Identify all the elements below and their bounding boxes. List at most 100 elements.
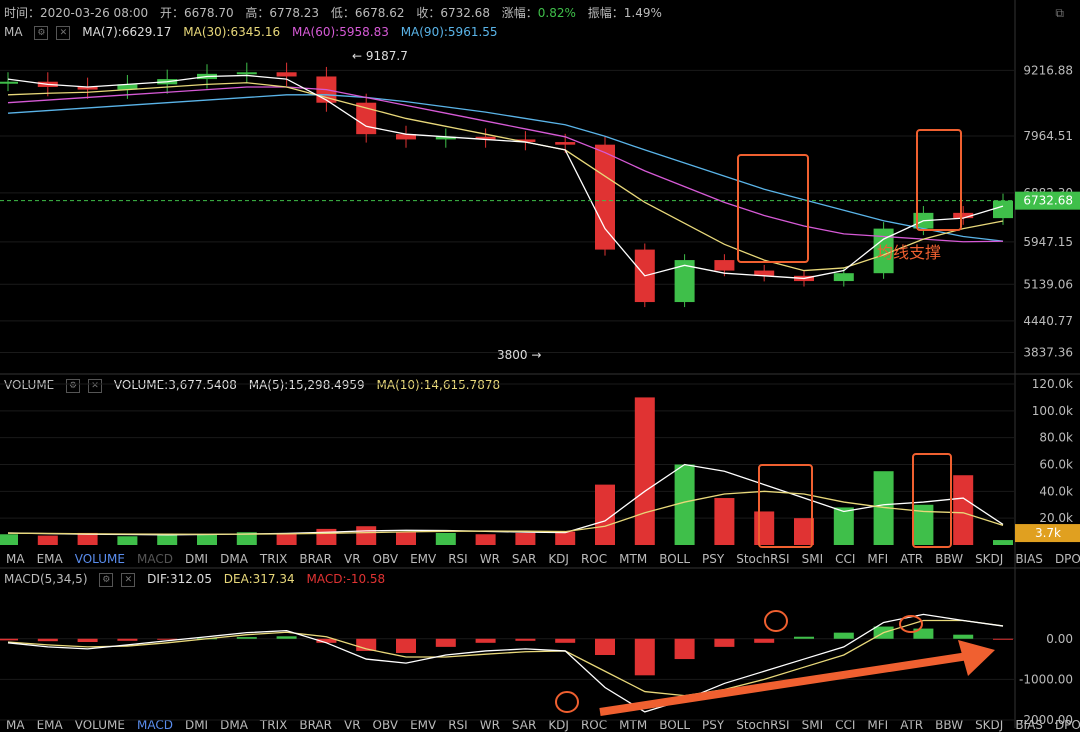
tab-dpo[interactable]: DPO (1054, 552, 1080, 566)
price-badge (1015, 191, 1080, 210)
ma7-line (7, 74, 1004, 280)
candle-body (993, 200, 1013, 219)
support-annotation: 均线支撑 (877, 243, 941, 262)
close-icon[interactable]: ✕ (88, 378, 103, 393)
macd-histogram-bar (913, 628, 934, 639)
tab-brar[interactable]: BRAR (299, 552, 332, 566)
tab-wr[interactable]: WR (479, 552, 500, 566)
high-label: 高：6778.23 (245, 6, 320, 20)
highlight-circle (555, 691, 579, 713)
tab-bbw[interactable]: BBW (935, 552, 964, 566)
candle-body (873, 228, 894, 274)
volume-bar (356, 526, 377, 545)
volume-bar (435, 532, 456, 545)
dea-line (7, 619, 1004, 697)
volume-bar (953, 475, 974, 545)
volume-bar (595, 484, 615, 545)
tab-bias[interactable]: BIAS (1015, 552, 1043, 566)
volume-bar (157, 534, 178, 545)
macd-histogram-bar (396, 638, 416, 653)
volume-bar (276, 533, 297, 545)
candle-body (515, 139, 536, 143)
macd-histogram-bar (833, 632, 854, 639)
settings-icon[interactable]: ⚙ (34, 25, 49, 40)
indicator-tabs-top: MA EMA VOLUME MACD DMI DMA TRIX BRAR VR OBV EMV RSI… (0, 552, 1080, 566)
tab-rsi[interactable]: RSI (448, 552, 468, 566)
volume-badge (1015, 524, 1080, 543)
y-tick-label: 0.00 (1046, 632, 1073, 646)
tab-smi[interactable]: SMI (801, 552, 824, 566)
tab-mfi[interactable]: MFI (867, 552, 889, 566)
tab-kdj[interactable]: KDJ (548, 552, 569, 566)
y-tick-label: 20.0k (1039, 511, 1073, 525)
ma-indicator-name: MA (4, 25, 23, 39)
candle-body (833, 273, 854, 282)
volume-bar (714, 498, 735, 545)
volume-badge-text: 3.7k (1035, 526, 1061, 540)
volume-bar (77, 532, 98, 545)
settings-icon[interactable]: ⚙ (99, 572, 114, 587)
highlight-box (758, 464, 813, 548)
change-label: 涨幅：0.82% (501, 6, 576, 20)
y-tick-label: 9216.88 (1023, 63, 1073, 77)
candle-body (595, 144, 615, 250)
tab-ma[interactable]: MA (6, 552, 25, 566)
macd-histogram-bar (475, 638, 496, 643)
y-tick-label: 5947.15 (1023, 235, 1073, 249)
tab-obv[interactable]: OBV (372, 552, 399, 566)
macd-histogram-bar (634, 638, 655, 676)
close-icon[interactable]: ✕ (121, 572, 136, 587)
candle-body (276, 72, 297, 77)
macd-histogram-bar (953, 634, 974, 639)
volume-bar (873, 471, 894, 545)
volume-bar (833, 507, 854, 545)
volume-ma10-line (7, 490, 1004, 535)
tab-dma[interactable]: DMA (220, 552, 248, 566)
macd-indicator-name: MACD(5,34,5) (4, 572, 88, 586)
tab-atr[interactable]: ATR (900, 552, 924, 566)
macd-histogram-bar (316, 638, 337, 643)
candle-body (0, 81, 18, 84)
macd-histogram-bar (714, 638, 735, 647)
volume-bar (555, 531, 576, 545)
candle-body (953, 212, 974, 219)
change-value: 0.82% (537, 6, 576, 20)
low-marker: 3800 → (497, 348, 541, 362)
tab-psy[interactable]: PSY (702, 552, 725, 566)
volume-bar (515, 532, 536, 545)
volume-bar (37, 535, 58, 545)
volume-bar (993, 540, 1013, 545)
close-icon[interactable]: ✕ (56, 25, 71, 40)
macd-histogram-bar (674, 638, 695, 660)
tab-emv[interactable]: EMV (410, 552, 437, 566)
volume-ma5-value: MA(5):15,298.4959 (248, 378, 365, 392)
highlight-box (916, 129, 962, 231)
tab-stochrsi[interactable]: StochRSI (736, 552, 790, 566)
macd-histogram-bar (37, 638, 58, 642)
tab-vr[interactable]: VR (343, 552, 361, 566)
volume-legend-bar: VOLUME ⚙ ✕ VOLUME:3,677.5408 MA(5):15,298… (4, 377, 508, 393)
tab-trix[interactable]: TRIX (259, 552, 288, 566)
ma60-line (7, 86, 1004, 243)
tab-mtm[interactable]: MTM (619, 552, 648, 566)
ma90-line (7, 94, 1004, 242)
candle-body (754, 270, 775, 276)
y-tick-label: -1000.00 (1019, 672, 1073, 686)
candle-body (396, 134, 416, 140)
tab-cci[interactable]: CCI (835, 552, 856, 566)
macd-histogram-bar (555, 638, 576, 643)
macd-histogram-bar (117, 638, 138, 641)
tab-volume[interactable]: VOLUME (74, 552, 125, 566)
tab-dmi[interactable]: DMI (184, 552, 209, 566)
tab-ema[interactable]: EMA (36, 552, 63, 566)
tab-macd[interactable]: MACD (136, 552, 173, 566)
tab-skdj[interactable]: SKDJ (975, 552, 1004, 566)
tab-boll[interactable]: BOLL (659, 552, 691, 566)
macd-histogram-bar (595, 638, 615, 655)
tab-roc[interactable]: ROC (580, 552, 608, 566)
settings-icon[interactable]: ⚙ (66, 378, 81, 393)
restore-window-icon[interactable]: ⧉ (1055, 6, 1064, 20)
macd-histogram-bar (435, 638, 456, 647)
tab-sar[interactable]: SAR (511, 552, 537, 566)
